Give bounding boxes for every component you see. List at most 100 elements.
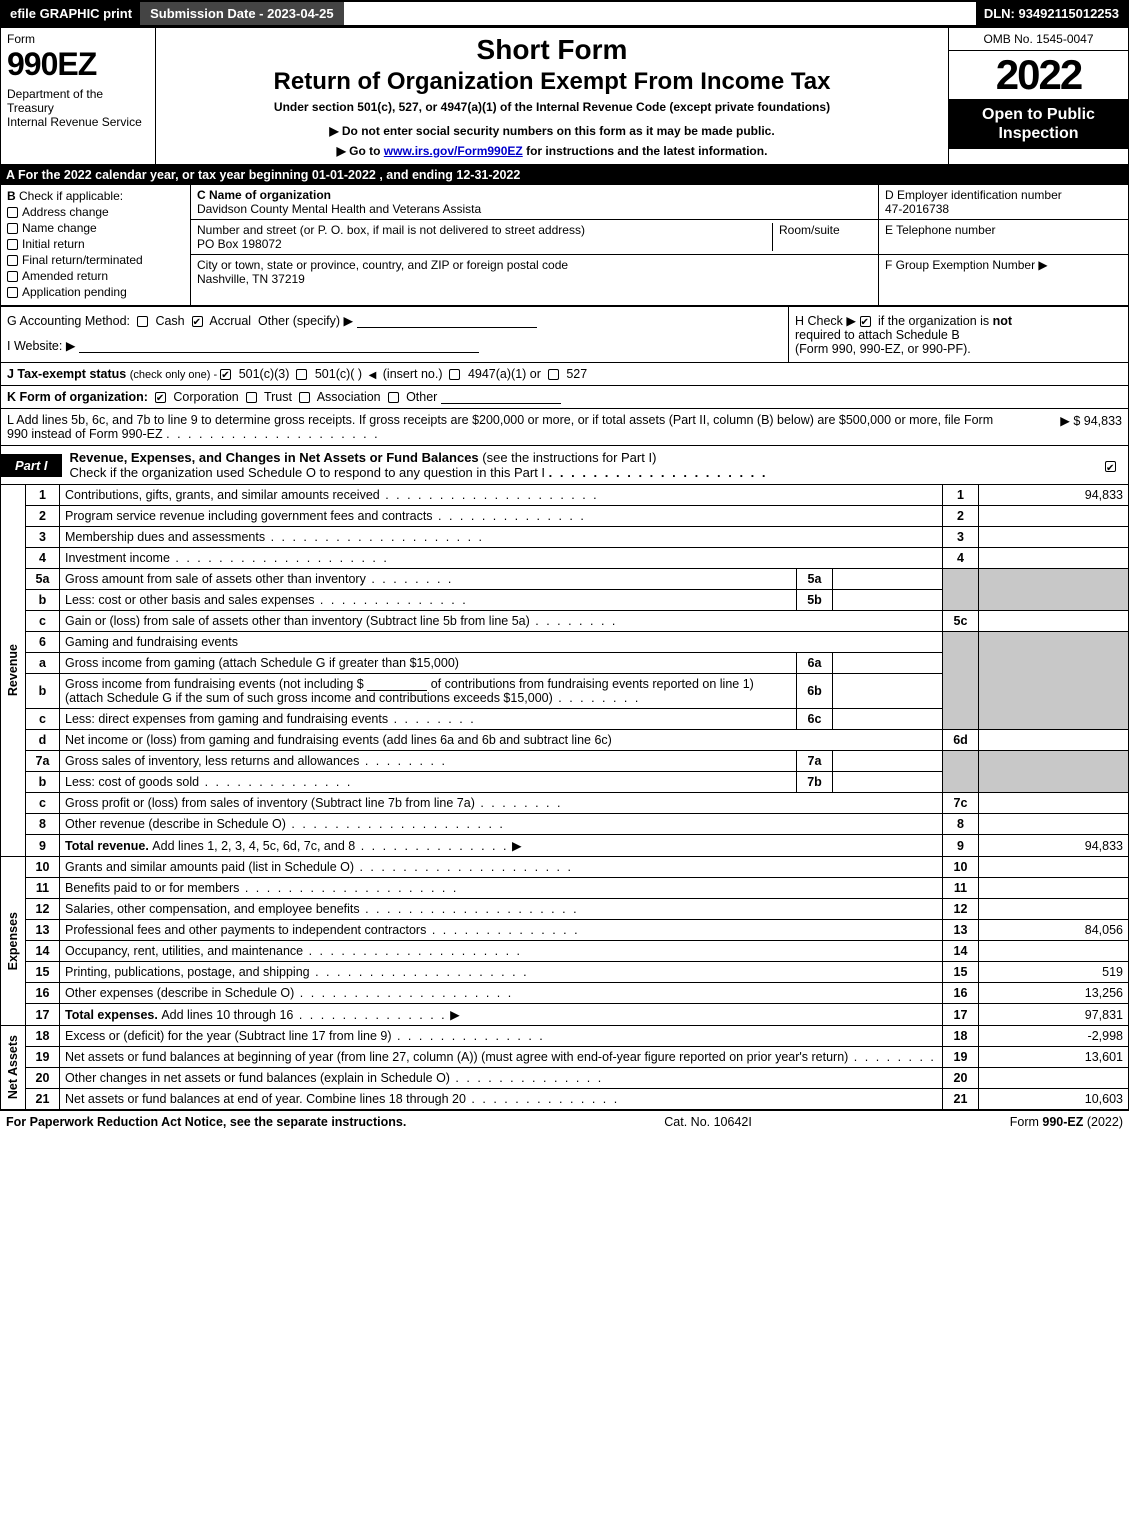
footer-right: Form 990-EZ (2022) — [1010, 1115, 1123, 1129]
section-h: H Check ▶ if the organization is not req… — [788, 307, 1128, 362]
check-if-applicable: Check if applicable: — [19, 189, 123, 203]
irs-link[interactable]: www.irs.gov/Form990EZ — [384, 144, 523, 158]
line-4: 4 Investment income 4 — [1, 548, 1129, 569]
line-2: 2 Program service revenue including gove… — [1, 506, 1129, 527]
group-label: F Group Exemption Number ▶ — [885, 258, 1048, 272]
website-label: I Website: ▶ — [7, 339, 75, 353]
line-15: 15 Printing, publications, postage, and … — [1, 962, 1129, 983]
line-1: Revenue 1 Contributions, gifts, grants, … — [1, 485, 1129, 506]
city-row: City or town, state or province, country… — [191, 255, 878, 289]
line-19: 19 Net assets or fund balances at beginn… — [1, 1047, 1129, 1068]
section-g: G Accounting Method: Cash Accrual Other … — [1, 307, 788, 362]
j-prefix: J Tax-exempt status — [7, 367, 130, 381]
line-5c: c Gain or (loss) from sale of assets oth… — [1, 611, 1129, 632]
checkbox-corporation[interactable] — [155, 392, 166, 403]
line-5a: 5a Gross amount from sale of assets othe… — [1, 569, 1129, 590]
h-not: not — [993, 314, 1012, 328]
checkbox-4947[interactable] — [449, 369, 460, 380]
line-21: 21 Net assets or fund balances at end of… — [1, 1089, 1129, 1110]
street-label: Number and street (or P. O. box, if mail… — [197, 223, 585, 237]
line-13: 13 Professional fees and other payments … — [1, 920, 1129, 941]
omb-number: OMB No. 1545-0047 — [949, 28, 1128, 51]
line-14: 14 Occupancy, rent, utilities, and maint… — [1, 941, 1129, 962]
checkbox-527[interactable] — [548, 369, 559, 380]
line-9: 9 Total revenue. Add lines 1, 2, 3, 4, 5… — [1, 835, 1129, 857]
ein-row: D Employer identification number 47-2016… — [879, 185, 1128, 220]
page-footer: For Paperwork Reduction Act Notice, see … — [0, 1110, 1129, 1133]
checkbox-amended-return[interactable]: Amended return — [7, 269, 184, 283]
part-1-label: Part I — [1, 454, 62, 477]
k-label: K Form of organization: — [7, 390, 148, 404]
org-name-row: C Name of organization Davidson County M… — [191, 185, 878, 220]
k-other-blank — [441, 390, 561, 404]
section-c: C Name of organization Davidson County M… — [191, 185, 878, 305]
footer-mid: Cat. No. 10642I — [664, 1115, 752, 1129]
room-label: Room/suite — [779, 223, 840, 237]
top-bar: efile GRAPHIC print Submission Date - 20… — [0, 0, 1129, 27]
checkbox-accrual[interactable] — [192, 316, 203, 327]
other-label: Other (specify) ▶ — [258, 314, 353, 328]
accrual-label: Accrual — [209, 314, 251, 328]
do-not-note: ▶ Do not enter social security numbers o… — [162, 124, 942, 138]
go-to-note: ▶ Go to www.irs.gov/Form990EZ for instru… — [162, 144, 942, 158]
ein-label: D Employer identification number — [885, 188, 1062, 202]
triangle-left-icon — [366, 367, 380, 381]
dots — [549, 465, 768, 480]
efile-label: efile GRAPHIC print — [2, 2, 140, 25]
tax-year: 2022 — [949, 51, 1128, 99]
h-mid: if the organization is — [878, 314, 993, 328]
section-l: L Add lines 5b, 6c, and 7b to line 9 to … — [0, 408, 1129, 445]
phone-row: E Telephone number — [879, 220, 1128, 255]
k-trust: Trust — [264, 390, 292, 404]
form-word: Form — [7, 32, 149, 46]
city-value: Nashville, TN 37219 — [197, 272, 305, 286]
form-title-cell: Short Form Return of Organization Exempt… — [156, 28, 949, 165]
cash-label: Cash — [155, 314, 184, 328]
h-line3: (Form 990, 990-EZ, or 990-PF). — [795, 342, 971, 356]
checkbox-initial-return[interactable]: Initial return — [7, 237, 184, 251]
checkbox-501c3[interactable] — [220, 369, 231, 380]
gh-row: G Accounting Method: Cash Accrual Other … — [0, 306, 1129, 362]
checkbox-application-pending[interactable]: Application pending — [7, 285, 184, 299]
form-number: 990EZ — [7, 46, 149, 83]
section-a-banner: A For the 2022 calendar year, or tax yea… — [0, 165, 1129, 185]
line-18: Net Assets 18 Excess or (deficit) for th… — [1, 1026, 1129, 1047]
line-10: Expenses 10 Grants and similar amounts p… — [1, 857, 1129, 878]
checkbox-final-return[interactable]: Final return/terminated — [7, 253, 184, 267]
checkbox-other-org[interactable] — [388, 392, 399, 403]
checkbox-h[interactable] — [860, 316, 871, 327]
street-value: PO Box 198072 — [197, 237, 282, 251]
line-6: 6 Gaming and fundraising events — [1, 632, 1129, 653]
l-text: L Add lines 5b, 6c, and 7b to line 9 to … — [7, 413, 1002, 441]
checkbox-name-change[interactable]: Name change — [7, 221, 184, 235]
under-section: Under section 501(c), 527, or 4947(a)(1)… — [162, 100, 942, 114]
checkbox-address-change[interactable]: Address change — [7, 205, 184, 219]
group-row: F Group Exemption Number ▶ — [879, 255, 1128, 275]
submission-date: Submission Date - 2023-04-25 — [140, 2, 344, 25]
checkbox-association[interactable] — [299, 392, 310, 403]
checkbox-501c[interactable] — [296, 369, 307, 380]
website-blank — [79, 339, 479, 353]
org-name: Davidson County Mental Health and Vetera… — [197, 202, 481, 216]
j-4947: 4947(a)(1) or — [468, 367, 541, 381]
part-1-table: Revenue 1 Contributions, gifts, grants, … — [0, 484, 1129, 1110]
footer-left: For Paperwork Reduction Act Notice, see … — [6, 1115, 406, 1129]
line-17: 17 Total expenses. Add lines 10 through … — [1, 1004, 1129, 1026]
line-8: 8 Other revenue (describe in Schedule O)… — [1, 814, 1129, 835]
part-1-check-line: Check if the organization used Schedule … — [70, 465, 546, 480]
k-corp: Corporation — [173, 390, 238, 404]
h-line2: required to attach Schedule B — [795, 328, 960, 342]
checkbox-cash[interactable] — [137, 316, 148, 327]
part-1-title: Revenue, Expenses, and Changes in Net As… — [62, 446, 1097, 484]
phone-label: E Telephone number — [885, 223, 996, 237]
j-sub: (check only one) - — [130, 369, 220, 381]
revenue-side-label: Revenue — [6, 644, 20, 696]
other-blank — [357, 314, 537, 328]
line-7c: c Gross profit or (loss) from sales of i… — [1, 793, 1129, 814]
checkbox-trust[interactable] — [246, 392, 257, 403]
part-1-checkbox[interactable] — [1097, 458, 1128, 473]
go-to-suffix: for instructions and the latest informat… — [523, 144, 768, 158]
line-3: 3 Membership dues and assessments 3 — [1, 527, 1129, 548]
j-c: 501(c)( ) — [315, 367, 362, 381]
line-16: 16 Other expenses (describe in Schedule … — [1, 983, 1129, 1004]
